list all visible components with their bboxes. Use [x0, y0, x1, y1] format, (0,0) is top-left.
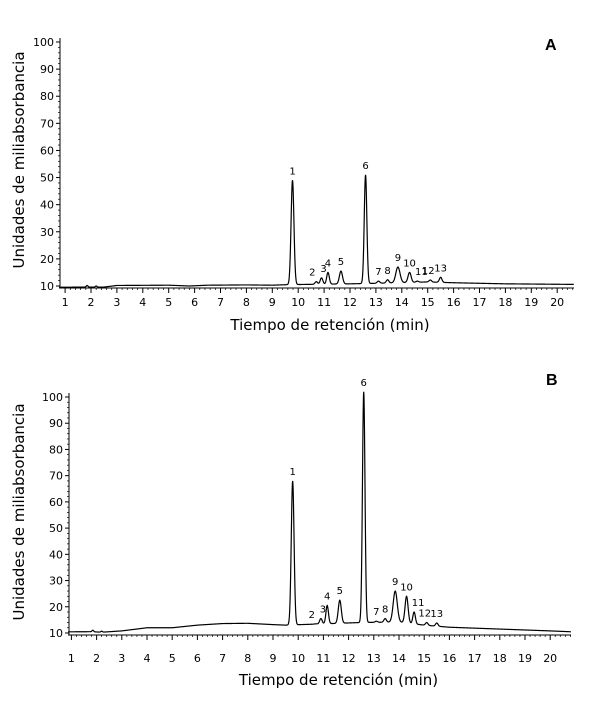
- x-tick-label: 20: [543, 652, 557, 665]
- x-tick-label: 13: [367, 652, 381, 665]
- x-tick-label: 11: [316, 652, 330, 665]
- y-tick-label: 100: [42, 391, 63, 404]
- x-tick-label: 15: [421, 296, 435, 309]
- y-tick-label: 40: [49, 548, 63, 561]
- x-tick-label: 1: [68, 652, 75, 665]
- x-tick-label: 7: [219, 652, 226, 665]
- x-tick-label: 6: [194, 652, 201, 665]
- x-tick-label: 12: [342, 652, 356, 665]
- y-tick-label: 90: [49, 417, 63, 430]
- x-tick-label: 9: [269, 296, 276, 309]
- peak-label: 4: [325, 258, 331, 269]
- peak-label: 9: [392, 577, 398, 588]
- y-tick-label: 10: [49, 627, 63, 640]
- x-tick-label: 3: [113, 296, 120, 309]
- x-tick-label: 20: [550, 296, 564, 309]
- y-tick-label: 50: [49, 522, 63, 535]
- x-tick-label: 14: [395, 296, 409, 309]
- x-tick-label: 8: [243, 296, 250, 309]
- peak-label: 5: [338, 257, 344, 268]
- y-tick-label: 30: [49, 575, 63, 588]
- x-tick-label: 5: [165, 296, 172, 309]
- chromatogram-trace: [59, 174, 574, 288]
- y-tick-label: 100: [33, 36, 54, 49]
- y-tick-label: 30: [40, 226, 54, 239]
- x-tick-label: 1: [62, 296, 69, 309]
- x-axis-title: Tiempo de retención (min): [229, 316, 429, 334]
- peak-label: 3: [320, 264, 326, 275]
- x-tick-label: 11: [317, 296, 331, 309]
- y-tick-label: 90: [40, 63, 54, 76]
- y-axis-title: Unidades de miliabsorbancia: [10, 51, 28, 268]
- peak-label: 11: [415, 267, 428, 278]
- peak-label: 10: [403, 258, 416, 269]
- peak-label: 8: [382, 605, 388, 616]
- peak-label: 3: [320, 605, 326, 616]
- peak-label: 7: [375, 267, 381, 278]
- peak-label: 7: [373, 607, 379, 618]
- peak-label: 9: [395, 253, 401, 264]
- x-tick-label: 18: [498, 296, 512, 309]
- y-tick-label: 50: [40, 172, 54, 185]
- peak-label: 4: [324, 591, 330, 602]
- peak-label: 13: [434, 263, 447, 274]
- x-tick-label: 9: [270, 652, 277, 665]
- peak-label: 13: [430, 609, 443, 620]
- peak-label: 2: [309, 610, 315, 621]
- x-tick-label: 4: [139, 296, 146, 309]
- y-tick-label: 80: [49, 443, 63, 456]
- peak-label: 2: [309, 268, 315, 279]
- x-tick-label: 7: [217, 296, 224, 309]
- peak-label: 5: [337, 586, 343, 597]
- y-tick-label: 70: [40, 117, 54, 130]
- x-tick-label: 16: [447, 296, 461, 309]
- x-tick-label: 14: [392, 652, 406, 665]
- peak-label: 8: [384, 266, 390, 277]
- x-tick-label: 12: [343, 296, 357, 309]
- x-tick-label: 3: [118, 652, 125, 665]
- x-tick-label: 2: [88, 296, 95, 309]
- y-axis-title: Unidades de miliabsorbancia: [10, 403, 28, 620]
- x-axis-title: Tiempo de retención (min): [238, 671, 438, 689]
- peak-label: 1: [289, 166, 295, 177]
- x-tick-label: 18: [493, 652, 507, 665]
- y-tick-label: 60: [49, 496, 63, 509]
- x-tick-label: 8: [244, 652, 251, 665]
- y-tick-label: 10: [40, 280, 54, 293]
- x-tick-label: 16: [442, 652, 456, 665]
- peak-label: 12: [422, 266, 435, 277]
- x-tick-label: 17: [473, 296, 487, 309]
- chromatogram-trace: [68, 391, 571, 633]
- x-tick-label: 4: [144, 652, 151, 665]
- peak-label: 12: [418, 609, 431, 620]
- peak-label: 10: [400, 582, 413, 593]
- y-tick-label: 70: [49, 470, 63, 483]
- panel-label: A: [545, 37, 557, 54]
- x-tick-label: 2: [93, 652, 100, 665]
- y-tick-label: 80: [40, 90, 54, 103]
- x-tick-label: 15: [417, 652, 431, 665]
- x-tick-label: 6: [191, 296, 198, 309]
- peak-label: 6: [362, 161, 368, 172]
- y-tick-label: 20: [49, 601, 63, 614]
- x-tick-label: 19: [518, 652, 532, 665]
- peak-label: 6: [361, 378, 367, 389]
- x-tick-label: 10: [291, 652, 305, 665]
- x-tick-label: 13: [369, 296, 383, 309]
- x-tick-label: 10: [291, 296, 305, 309]
- x-tick-label: 19: [524, 296, 538, 309]
- panel-label: B: [546, 372, 558, 389]
- x-tick-label: 17: [468, 652, 482, 665]
- peak-label: 1: [289, 467, 295, 478]
- y-tick-label: 60: [40, 144, 54, 157]
- peak-label: 11: [412, 598, 425, 609]
- y-tick-label: 40: [40, 199, 54, 212]
- x-tick-label: 5: [169, 652, 176, 665]
- y-tick-label: 20: [40, 253, 54, 266]
